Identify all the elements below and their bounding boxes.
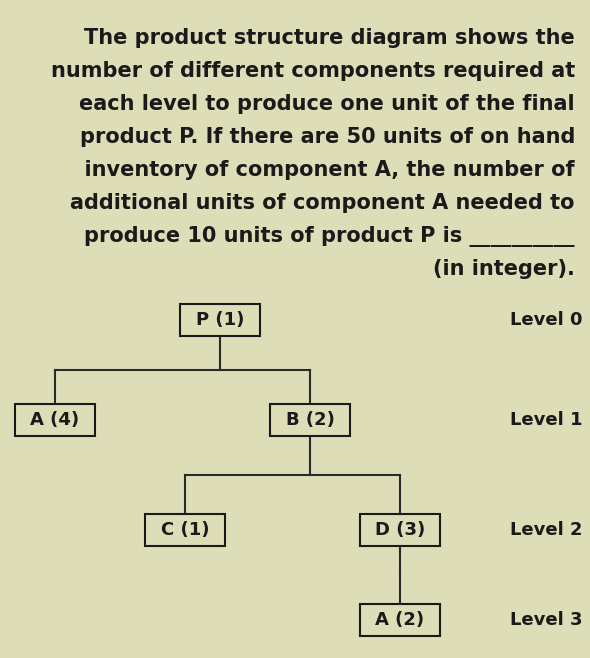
Text: additional units of component A needed to: additional units of component A needed t… [70, 193, 575, 213]
Text: Level 2: Level 2 [510, 521, 582, 539]
Bar [360, 604, 440, 636]
Bar [145, 514, 225, 546]
Text: C (1): C (1) [160, 521, 209, 539]
Text: D (3): D (3) [375, 521, 425, 539]
Text: Level 3: Level 3 [510, 611, 582, 629]
Text: Level 0: Level 0 [510, 311, 582, 329]
Text: A (2): A (2) [375, 611, 425, 629]
Text: product P. If there are 50 units of on hand: product P. If there are 50 units of on h… [80, 127, 575, 147]
Text: (in integer).: (in integer). [433, 259, 575, 279]
Bar [180, 304, 260, 336]
Text: inventory of component A, the number of: inventory of component A, the number of [70, 160, 575, 180]
Bar [270, 404, 350, 436]
Bar [360, 514, 440, 546]
Text: The product structure diagram shows the: The product structure diagram shows the [84, 28, 575, 48]
Text: B (2): B (2) [286, 411, 335, 429]
Text: A (4): A (4) [31, 411, 80, 429]
Text: produce 10 units of product P is __________: produce 10 units of product P is _______… [84, 226, 575, 247]
Text: number of different components required at: number of different components required … [51, 61, 575, 81]
Text: Level 1: Level 1 [510, 411, 582, 429]
Bar [15, 404, 95, 436]
Text: P (1): P (1) [196, 311, 244, 329]
Text: each level to produce one unit of the final: each level to produce one unit of the fi… [80, 94, 575, 114]
